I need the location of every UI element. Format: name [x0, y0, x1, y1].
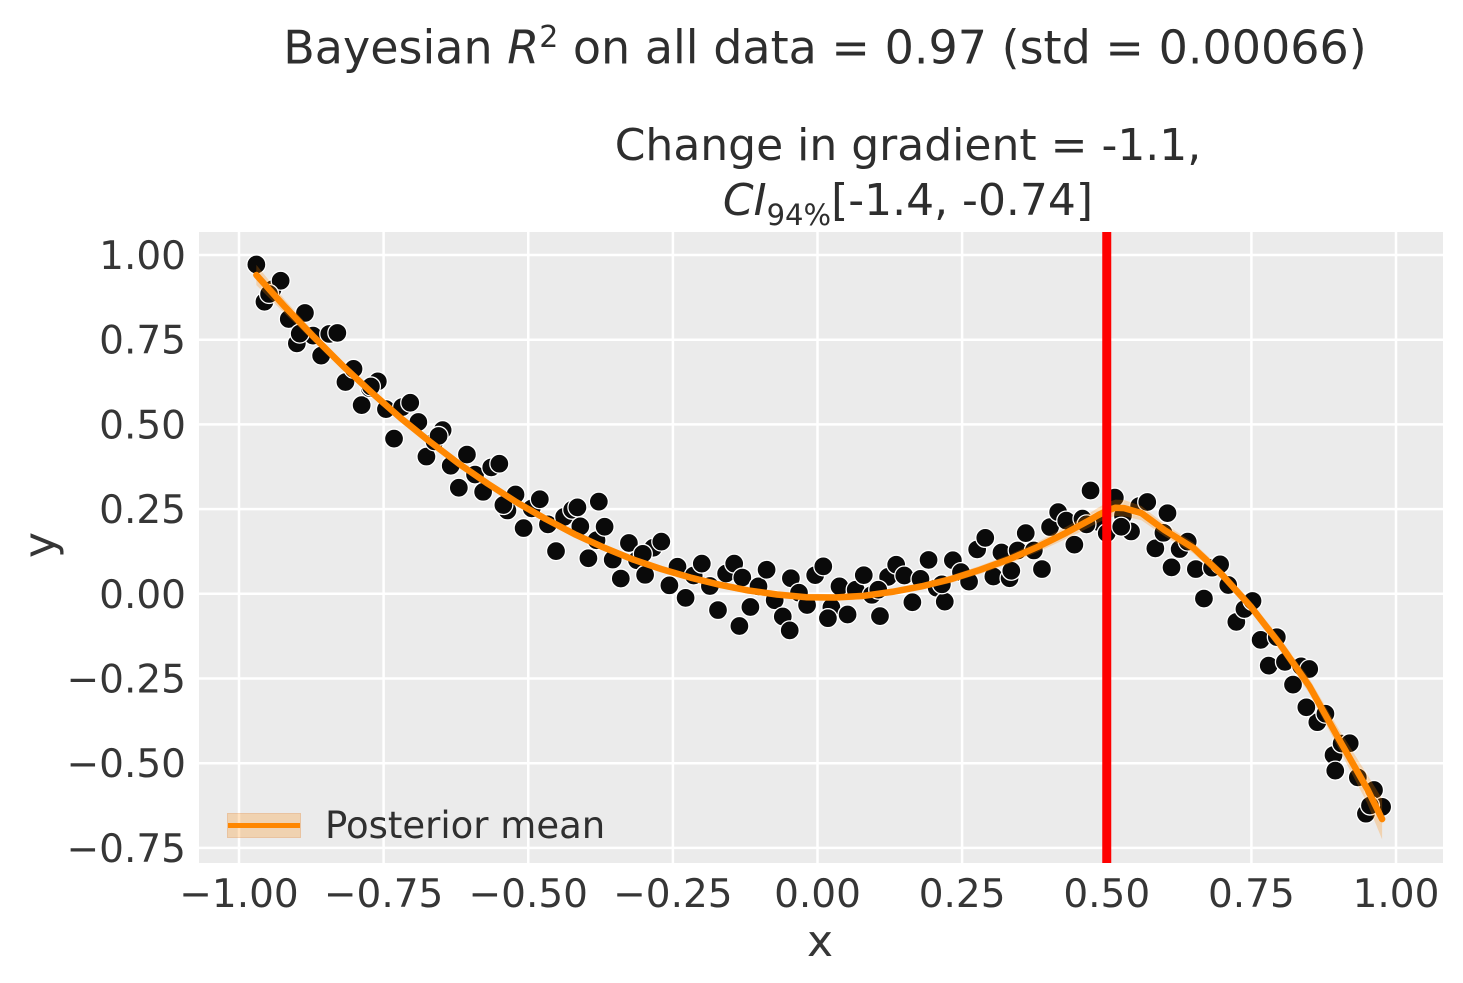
y-tick-label: 1.00	[99, 234, 186, 279]
legend-line-icon	[228, 823, 300, 828]
scatter-point	[1157, 503, 1178, 524]
title-prefix: Bayesian	[283, 20, 508, 75]
x-tick-label: 0.25	[919, 872, 1006, 917]
ci-interval: [-1.4, -0.74]	[831, 175, 1094, 226]
scatter-point	[691, 553, 712, 574]
posterior-mean-line	[253, 271, 1386, 823]
scatter-point	[934, 591, 955, 612]
scatter-point	[918, 549, 939, 571]
scatter-point	[779, 620, 800, 641]
scatter-point	[529, 489, 550, 510]
scatter-point	[1015, 523, 1036, 544]
scatter-point	[448, 477, 469, 498]
scatter-point	[618, 532, 640, 554]
x-tick-label: −1.00	[179, 872, 299, 917]
scatter-point	[837, 604, 858, 625]
scatter-point	[651, 531, 672, 552]
ci-math-var: CI	[722, 175, 767, 226]
scatter-point	[1282, 674, 1304, 695]
scatter-point	[729, 615, 750, 637]
scatter-point	[567, 497, 588, 518]
scatter-point	[817, 608, 839, 629]
scatter-point	[294, 302, 316, 324]
x-tick-label: 0.50	[1063, 872, 1150, 917]
scatter-point	[1064, 534, 1085, 555]
scatter-point	[707, 599, 729, 621]
scatter-point	[610, 568, 631, 589]
scatter-point	[578, 548, 599, 569]
scatter-point	[545, 540, 567, 562]
scatter-point	[1296, 697, 1317, 718]
title-superscript: 2	[539, 20, 559, 55]
scatter-point	[1031, 558, 1053, 580]
y-tick-label: 0.00	[99, 573, 186, 618]
scatter-point	[489, 453, 510, 474]
scatter-point	[351, 394, 372, 416]
y-axis-label: y	[14, 531, 66, 559]
legend: Posterior mean	[227, 804, 606, 847]
scatter-point	[853, 565, 874, 586]
scatter-point	[1080, 480, 1101, 501]
scatter-point	[327, 322, 348, 344]
y-tick-label: −0.75	[66, 827, 186, 872]
scatter-point	[756, 559, 777, 580]
y-tick-label: −0.25	[66, 658, 186, 703]
x-axis-label: x	[806, 916, 834, 967]
chart-subtitle: Change in gradient = -1.1, CI94%[-1.4, -…	[615, 118, 1202, 243]
scatter-point	[383, 428, 405, 449]
chart-title: Bayesian R2 on all data = 0.97 (std = 0.…	[283, 20, 1367, 74]
plot-background	[199, 232, 1443, 863]
y-tick-label: −0.50	[66, 742, 186, 787]
scatter-point	[869, 606, 891, 627]
y-tick-label: 0.50	[99, 403, 186, 448]
scatter-point	[594, 516, 615, 537]
x-tick-label: 0.75	[1208, 872, 1295, 917]
scatter-point	[400, 392, 421, 413]
scatter-point	[813, 556, 834, 577]
scatter-point	[456, 444, 478, 465]
subtitle-line2: CI94%[-1.4, -0.74]	[615, 173, 1202, 243]
x-tick-label: −0.25	[613, 872, 733, 917]
title-suffix: on all data = 0.97 (std = 0.00066)	[558, 20, 1367, 75]
scatter-point	[1325, 760, 1346, 781]
scatter-point	[270, 270, 291, 291]
x-tick-label: 1.00	[1353, 872, 1440, 917]
subtitle-line1: Change in gradient = -1.1,	[614, 120, 1202, 171]
scatter-point	[675, 587, 696, 609]
title-math-var: R	[507, 20, 540, 75]
x-tick-label: −0.75	[324, 872, 444, 917]
scatter-point	[740, 596, 761, 618]
scatter-point	[975, 527, 996, 549]
scatter-point	[902, 592, 923, 613]
scatter-point	[1137, 491, 1158, 513]
x-tick-label: −0.50	[468, 872, 588, 917]
scatter-point	[588, 491, 609, 512]
y-tick-label: 0.75	[99, 319, 186, 364]
scatter-point	[1193, 588, 1215, 609]
y-tick-label: 0.25	[99, 488, 186, 533]
legend-label: Posterior mean	[325, 804, 606, 847]
legend-swatch-posterior-mean	[227, 813, 301, 838]
scatter-point	[1111, 516, 1132, 537]
x-tick-label: 0.00	[774, 872, 861, 917]
scatter-point	[513, 517, 534, 539]
scatter-point	[1161, 557, 1182, 578]
scatter-point	[659, 575, 680, 596]
ci-subscript: 94%	[766, 197, 832, 232]
